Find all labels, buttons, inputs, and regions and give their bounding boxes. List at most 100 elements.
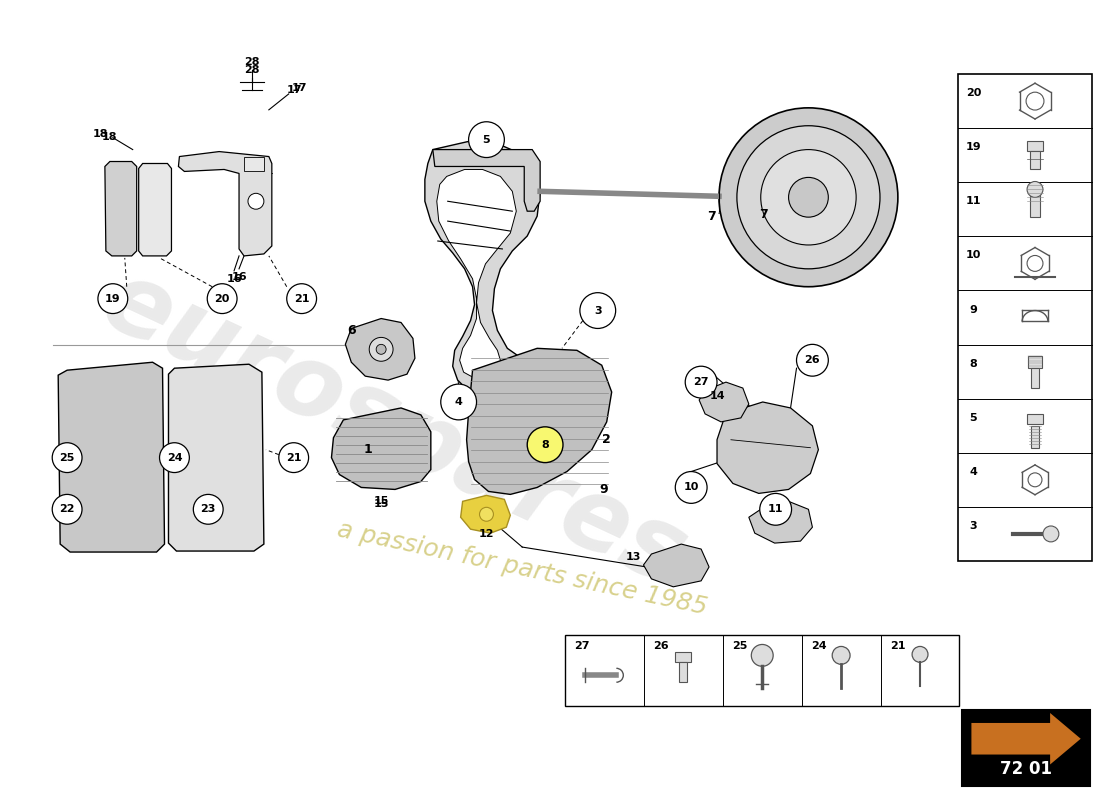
Circle shape xyxy=(52,494,82,524)
Circle shape xyxy=(376,344,386,354)
Text: 5: 5 xyxy=(483,134,491,145)
Text: 6: 6 xyxy=(346,324,355,337)
Bar xyxy=(1030,151,1040,169)
Bar xyxy=(680,662,688,682)
Polygon shape xyxy=(104,162,136,256)
Text: 24: 24 xyxy=(811,642,827,651)
Circle shape xyxy=(789,178,828,217)
Text: 72 01: 72 01 xyxy=(1000,760,1052,778)
Circle shape xyxy=(580,293,616,329)
Text: 8: 8 xyxy=(969,358,977,369)
Text: 3: 3 xyxy=(594,306,602,315)
Text: 7: 7 xyxy=(759,208,768,221)
Circle shape xyxy=(287,284,317,314)
Text: 2: 2 xyxy=(603,434,612,446)
Bar xyxy=(1031,368,1040,387)
Circle shape xyxy=(160,442,189,473)
Circle shape xyxy=(441,384,476,420)
Polygon shape xyxy=(425,142,540,396)
Bar xyxy=(1030,194,1040,218)
Text: 20: 20 xyxy=(966,88,981,98)
Text: 7: 7 xyxy=(706,210,715,222)
Text: 21: 21 xyxy=(294,294,309,304)
Text: a passion for parts since 1985: a passion for parts since 1985 xyxy=(336,518,710,620)
Polygon shape xyxy=(461,495,510,533)
Text: 22: 22 xyxy=(59,504,75,514)
Text: 15: 15 xyxy=(374,496,388,506)
Circle shape xyxy=(278,442,309,473)
Text: 18: 18 xyxy=(101,132,117,142)
Circle shape xyxy=(737,126,880,269)
Bar xyxy=(675,653,691,662)
Polygon shape xyxy=(345,318,415,380)
Bar xyxy=(1028,356,1042,368)
Circle shape xyxy=(98,284,128,314)
Polygon shape xyxy=(432,150,540,211)
Circle shape xyxy=(469,122,505,158)
Circle shape xyxy=(760,494,792,526)
Circle shape xyxy=(833,646,850,664)
Circle shape xyxy=(761,150,856,245)
Text: 20: 20 xyxy=(214,294,230,304)
Circle shape xyxy=(675,471,707,503)
Text: 18: 18 xyxy=(92,129,108,138)
Text: 28: 28 xyxy=(244,65,260,75)
Text: 25: 25 xyxy=(733,642,748,651)
Text: 11: 11 xyxy=(966,196,981,206)
Circle shape xyxy=(207,284,238,314)
Circle shape xyxy=(1043,526,1059,542)
Text: 21: 21 xyxy=(286,453,301,462)
Polygon shape xyxy=(749,502,813,543)
Circle shape xyxy=(194,494,223,524)
Text: 19: 19 xyxy=(966,142,981,152)
Text: 9: 9 xyxy=(600,483,608,496)
Text: 9: 9 xyxy=(969,305,977,314)
Polygon shape xyxy=(139,163,172,256)
Text: 26: 26 xyxy=(804,355,821,366)
Text: 15: 15 xyxy=(374,499,388,510)
Circle shape xyxy=(248,194,264,210)
Text: 11: 11 xyxy=(768,504,783,514)
Circle shape xyxy=(796,344,828,376)
Text: 26: 26 xyxy=(653,642,669,651)
Text: 4: 4 xyxy=(969,467,977,477)
Text: 17: 17 xyxy=(287,85,303,95)
Text: 4: 4 xyxy=(454,397,463,407)
Circle shape xyxy=(480,507,494,522)
Polygon shape xyxy=(437,170,516,378)
Circle shape xyxy=(52,442,82,473)
Text: 5: 5 xyxy=(969,413,977,422)
Circle shape xyxy=(719,108,898,286)
Bar xyxy=(1027,142,1043,151)
Polygon shape xyxy=(971,713,1080,765)
Polygon shape xyxy=(168,364,264,551)
Polygon shape xyxy=(331,408,431,490)
Text: 10: 10 xyxy=(966,250,981,261)
Text: 17: 17 xyxy=(292,83,307,93)
Text: 24: 24 xyxy=(166,453,183,462)
Text: 23: 23 xyxy=(200,504,216,514)
Bar xyxy=(565,634,959,706)
Text: eurospares: eurospares xyxy=(86,252,701,607)
Text: 13: 13 xyxy=(626,552,641,562)
Text: 16: 16 xyxy=(231,272,246,282)
Text: 21: 21 xyxy=(890,642,905,651)
Text: 10: 10 xyxy=(683,482,698,493)
Text: 27: 27 xyxy=(574,642,590,651)
Text: 25: 25 xyxy=(59,453,75,462)
Polygon shape xyxy=(178,151,272,256)
Text: 28: 28 xyxy=(244,57,260,67)
Bar xyxy=(1031,426,1040,447)
Circle shape xyxy=(912,646,928,662)
Bar xyxy=(1027,414,1043,424)
Circle shape xyxy=(1027,182,1043,198)
Bar xyxy=(957,74,1091,561)
Circle shape xyxy=(370,338,393,362)
Text: 8: 8 xyxy=(541,440,549,450)
Bar xyxy=(244,157,264,171)
Polygon shape xyxy=(644,544,710,587)
Text: 3: 3 xyxy=(969,521,977,531)
Text: 27: 27 xyxy=(693,377,708,387)
Polygon shape xyxy=(717,402,818,494)
Polygon shape xyxy=(700,382,749,422)
